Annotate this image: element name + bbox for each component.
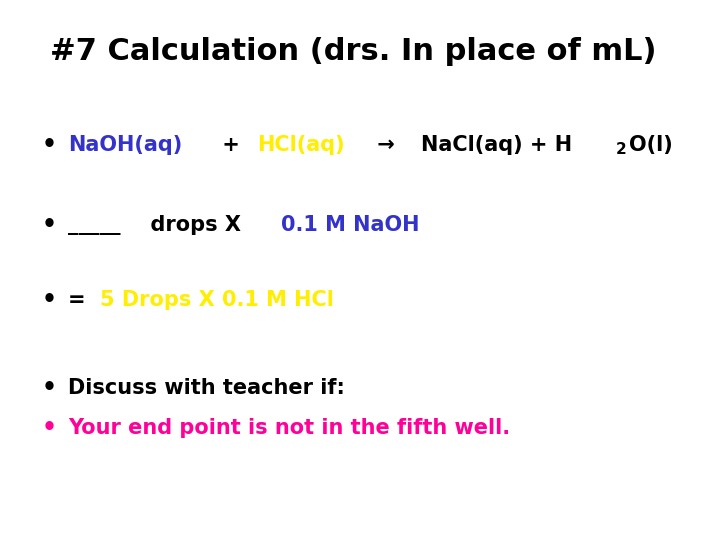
Text: •: • <box>42 288 57 312</box>
Text: 2: 2 <box>616 143 626 158</box>
Text: 5 Drops X 0.1 M HCl: 5 Drops X 0.1 M HCl <box>100 290 334 310</box>
Text: Your end point is not in the fifth well.: Your end point is not in the fifth well. <box>68 418 510 438</box>
Text: →: → <box>370 135 409 155</box>
Text: •: • <box>42 133 57 157</box>
Text: #7 Calculation (drs. In place of mL): #7 Calculation (drs. In place of mL) <box>50 37 657 66</box>
Text: •: • <box>42 213 57 237</box>
Text: +: + <box>215 135 248 155</box>
Text: drops X: drops X <box>136 215 248 235</box>
Text: NaOH(aq): NaOH(aq) <box>68 135 182 155</box>
Text: Discuss with teacher if:: Discuss with teacher if: <box>68 378 345 398</box>
Text: O(l): O(l) <box>629 135 673 155</box>
Text: •: • <box>42 376 57 400</box>
Text: HCl(aq): HCl(aq) <box>257 135 344 155</box>
Text: NaCl(aq) + H: NaCl(aq) + H <box>420 135 572 155</box>
Text: _____: _____ <box>68 215 120 235</box>
Text: •: • <box>42 416 57 440</box>
Text: =: = <box>68 290 93 310</box>
Text: 0.1 M NaOH: 0.1 M NaOH <box>281 215 419 235</box>
